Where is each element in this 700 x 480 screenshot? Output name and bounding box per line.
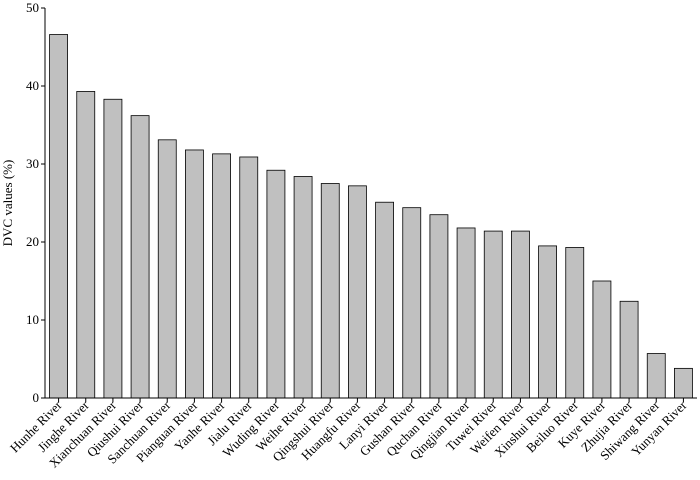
bar (565, 247, 585, 399)
bar (239, 156, 259, 399)
y-tick-label: 30 (26, 156, 39, 171)
bar (646, 353, 666, 399)
bar (429, 214, 449, 399)
y-tick-label: 0 (33, 390, 40, 405)
bar (511, 230, 530, 399)
bar (103, 98, 123, 399)
bar (674, 367, 693, 399)
y-tick-label: 20 (26, 234, 39, 249)
bar (49, 34, 68, 399)
bar (619, 300, 639, 399)
bar (538, 245, 557, 399)
bar (76, 91, 96, 399)
y-tick-label: 40 (26, 78, 39, 93)
bar (130, 115, 150, 399)
bar (320, 183, 340, 399)
y-tick-label: 10 (26, 312, 39, 327)
bar (348, 185, 367, 399)
bar (185, 149, 204, 399)
bar (456, 227, 476, 399)
bar (293, 176, 313, 399)
y-tick-label: 50 (26, 0, 39, 15)
bar (212, 153, 231, 399)
bar (266, 169, 286, 399)
bar (157, 139, 177, 399)
y-axis-label: DVC values (%) (0, 160, 15, 247)
bar (483, 230, 503, 399)
bar (402, 207, 422, 399)
bar (375, 201, 394, 399)
bar (592, 280, 612, 399)
